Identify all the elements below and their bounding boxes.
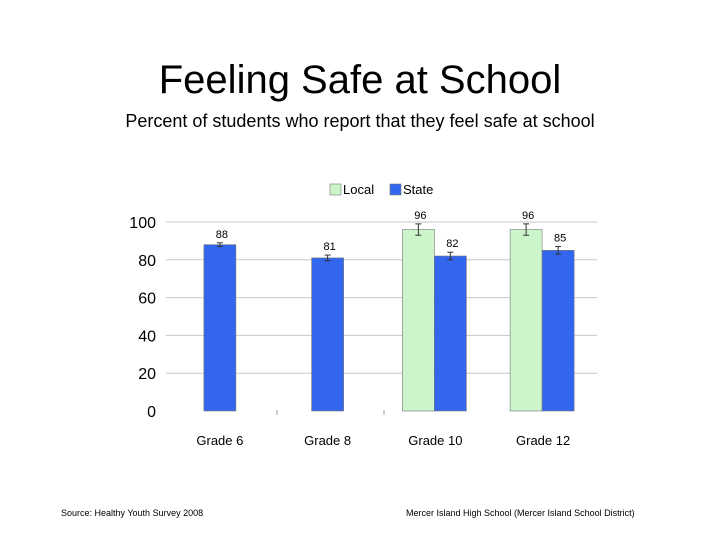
page-title: Feeling Safe at School — [158, 58, 562, 102]
bar-state-grade-12 — [541, 250, 575, 412]
y-tick-label: 80 — [138, 253, 156, 270]
x-tick-label: Grade 12 — [516, 433, 570, 448]
page-subtitle: Percent of students who report that they… — [125, 111, 595, 131]
data-label: 81 — [324, 241, 336, 253]
data-label: 82 — [446, 238, 458, 250]
y-tick-label: 60 — [138, 291, 156, 308]
bar-state-grade-8 — [311, 257, 344, 412]
y-tick-label: 40 — [138, 328, 156, 345]
source-note: Source: Healthy Youth Survey 2008 — [61, 508, 204, 518]
legend-label-local: Local — [343, 182, 374, 197]
data-label: 88 — [216, 229, 228, 241]
bar-state-grade-10 — [434, 255, 467, 412]
data-label: 96 — [414, 210, 426, 222]
y-tick-label: 100 — [129, 215, 156, 232]
legend-label-state: State — [403, 182, 433, 197]
x-tick-label: Grade 8 — [304, 433, 351, 448]
data-label: 85 — [554, 233, 566, 245]
data-label: 96 — [522, 210, 534, 222]
x-tick-label: Grade 6 — [196, 433, 243, 448]
y-tick-label: 0 — [147, 404, 156, 421]
legend-swatch-state — [389, 183, 402, 196]
legend-swatch-local — [329, 183, 342, 196]
x-tick-label: Grade 10 — [408, 433, 462, 448]
bar-local-grade-10 — [402, 229, 435, 412]
bar-local-grade-12 — [509, 229, 543, 412]
school-note: Mercer Island High School (Mercer Island… — [406, 508, 635, 518]
y-tick-label: 20 — [138, 366, 156, 383]
bar-state-grade-6 — [203, 244, 237, 412]
